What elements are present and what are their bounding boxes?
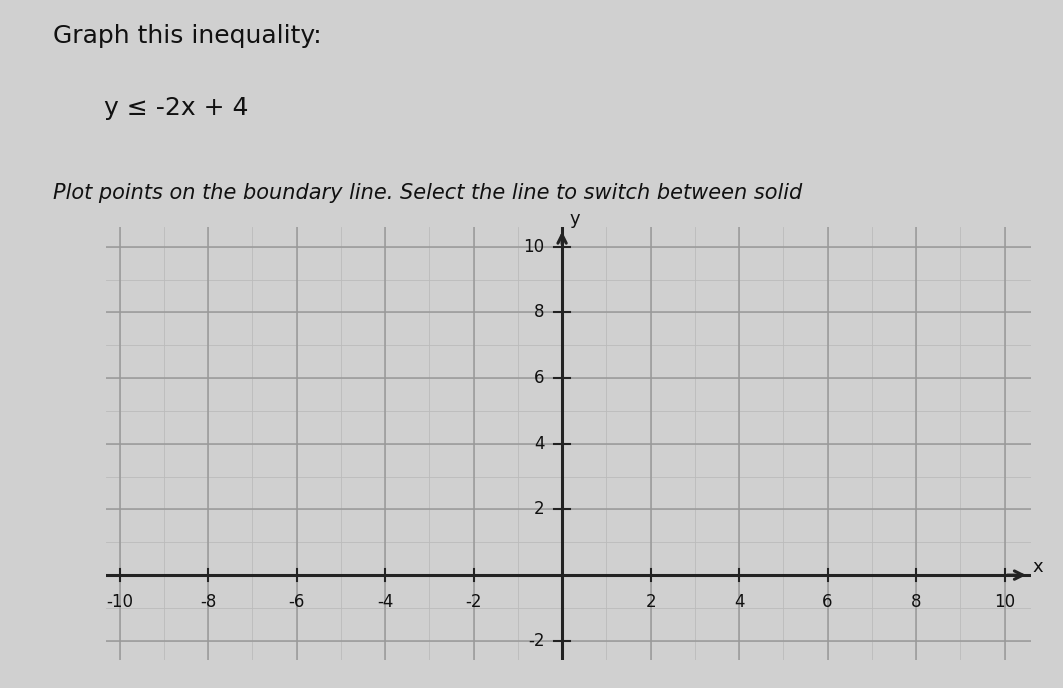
Text: 6: 6 <box>534 369 544 387</box>
Text: 4: 4 <box>733 593 744 611</box>
Text: -2: -2 <box>466 593 482 611</box>
Text: 2: 2 <box>645 593 656 611</box>
Text: y: y <box>569 210 579 228</box>
Text: -2: -2 <box>528 632 544 649</box>
Text: 8: 8 <box>911 593 922 611</box>
Text: -4: -4 <box>377 593 393 611</box>
Text: 10: 10 <box>523 238 544 256</box>
Text: Graph this inequality:: Graph this inequality: <box>52 24 321 48</box>
Text: -6: -6 <box>288 593 305 611</box>
Text: Plot points on the boundary line. Select the line to switch between solid: Plot points on the boundary line. Select… <box>52 183 802 203</box>
Text: -10: -10 <box>106 593 133 611</box>
Text: 6: 6 <box>823 593 832 611</box>
Text: -8: -8 <box>200 593 216 611</box>
Text: 10: 10 <box>994 593 1015 611</box>
Text: x: x <box>1032 558 1043 576</box>
Text: y ≤ -2x + 4: y ≤ -2x + 4 <box>104 96 249 120</box>
Text: 4: 4 <box>534 435 544 453</box>
Text: 2: 2 <box>534 500 544 519</box>
Text: 8: 8 <box>534 303 544 321</box>
